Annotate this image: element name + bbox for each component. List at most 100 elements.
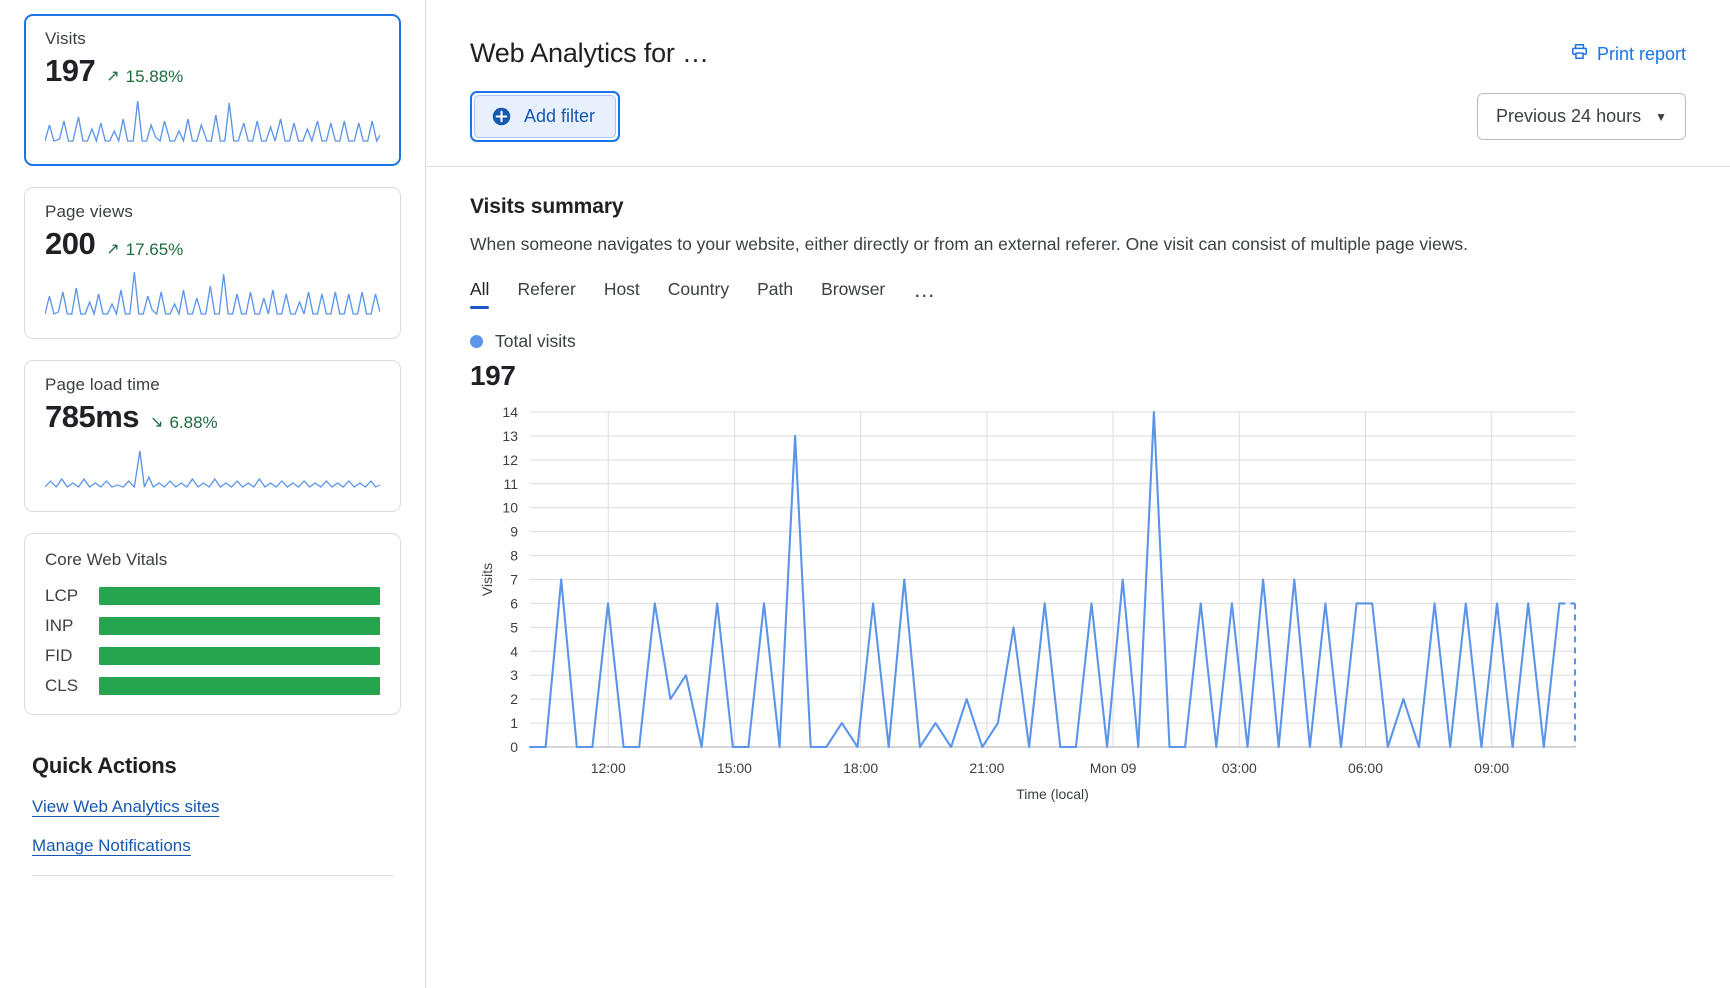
metric-delta-value: 15.88% — [125, 67, 184, 86]
metric-value: 200 — [45, 226, 96, 261]
svg-text:4: 4 — [510, 643, 518, 659]
tab-browser[interactable]: Browser — [821, 278, 886, 299]
visits-summary-description: When someone navigates to your website, … — [470, 234, 1468, 254]
chevron-down-icon: ▼ — [1655, 109, 1667, 124]
cwv-bar-inp — [99, 617, 380, 635]
svg-text:Time (local): Time (local) — [1016, 786, 1089, 802]
metric-value-row: 197 ↗ 15.88% — [45, 53, 380, 89]
core-web-vitals-title: Core Web Vitals — [45, 550, 168, 569]
trend-up-icon: ↗ — [106, 241, 120, 258]
svg-text:14: 14 — [502, 404, 518, 420]
trend-up-icon: ↗ — [106, 68, 120, 85]
tab-referer[interactable]: Referer — [517, 278, 576, 299]
cwv-bar-lcp — [99, 587, 380, 605]
main-body: Visits summary When someone navigates to… — [426, 167, 1730, 988]
cwv-bar-fid — [99, 647, 380, 665]
svg-text:8: 8 — [510, 547, 518, 563]
metric-delta: ↗ 15.88% — [106, 67, 183, 87]
sidebar: Visits 197 ↗ 15.88% Page views 200 ↗ — [0, 0, 425, 988]
svg-text:18:00: 18:00 — [843, 760, 878, 776]
svg-text:06:00: 06:00 — [1348, 760, 1383, 776]
svg-text:0: 0 — [510, 739, 518, 755]
metric-value: 197 — [45, 53, 96, 88]
main-header: Web Analytics for … Print report — [426, 0, 1730, 167]
svg-text:6: 6 — [510, 595, 518, 611]
cwv-label-cls: CLS — [45, 676, 79, 695]
core-web-vitals-row: CLS — [45, 676, 380, 696]
metric-delta-value: 17.65% — [125, 240, 184, 259]
svg-text:15:00: 15:00 — [717, 760, 752, 776]
quick-action-manage-notifications[interactable]: Manage Notifications — [32, 836, 191, 855]
sidebar-divider — [32, 875, 393, 876]
printer-icon — [1570, 42, 1589, 66]
cwv-label-lcp: LCP — [45, 586, 79, 605]
tab-country[interactable]: Country — [667, 278, 730, 299]
core-web-vitals-card: Core Web Vitals LCP INP FID CLS — [24, 533, 401, 715]
tabs-overflow-button[interactable]: … — [913, 276, 938, 302]
metric-value-row: 785ms ↘ 6.88% — [45, 399, 380, 435]
visits-line-chart[interactable]: 0 1 2 3 4 5 6 7 8 9 10 11 12 13 14 12:00 15:00 18:00 21:00… — [470, 402, 1686, 822]
main-panel: Web Analytics for … Print report — [425, 0, 1730, 988]
svg-text:10: 10 — [502, 499, 518, 515]
sparkline-visits — [45, 95, 380, 147]
header-bottom-row: Add filter Previous 24 hours ▼ — [470, 91, 1686, 166]
metric-card-page-views[interactable]: Page views 200 ↗ 17.65% — [24, 187, 401, 339]
time-range-label: Previous 24 hours — [1496, 106, 1642, 126]
legend-label-total-visits: Total visits — [495, 330, 576, 351]
core-web-vitals-row: FID — [45, 646, 380, 666]
metric-value-row: 200 ↗ 17.65% — [45, 226, 380, 262]
metric-card-visits[interactable]: Visits 197 ↗ 15.88% — [24, 14, 401, 166]
sparkline-page-load-time — [45, 441, 380, 493]
svg-text:03:00: 03:00 — [1222, 760, 1257, 776]
dimension-tabs: All Referer Host Country Path Browser … — [470, 277, 1686, 309]
add-filter-focus-ring: Add filter — [470, 91, 621, 142]
quick-actions-title: Quick Actions — [32, 753, 177, 778]
svg-text:11: 11 — [503, 475, 518, 491]
tab-path[interactable]: Path — [757, 278, 794, 299]
cwv-bar-track — [99, 647, 380, 665]
cwv-bar-track — [99, 587, 380, 605]
svg-text:Mon 09: Mon 09 — [1090, 760, 1137, 776]
metric-title: Visits — [45, 29, 86, 48]
page-title: Web Analytics for … — [470, 38, 709, 68]
svg-text:12:00: 12:00 — [591, 760, 626, 776]
cwv-label-fid: FID — [45, 646, 73, 665]
time-range-selector[interactable]: Previous 24 hours ▼ — [1477, 93, 1686, 140]
chart-legend: Total visits — [470, 331, 1686, 352]
print-report-label: Print report — [1596, 43, 1686, 64]
metric-delta: ↘ 6.88% — [150, 413, 218, 433]
add-filter-label: Add filter — [524, 106, 596, 126]
core-web-vitals-row: LCP — [45, 586, 380, 606]
tab-all[interactable]: All — [470, 279, 490, 309]
svg-text:12: 12 — [502, 451, 518, 467]
plus-circle-icon — [491, 106, 512, 127]
cwv-bar-track — [99, 617, 380, 635]
cwv-bar-track — [99, 677, 380, 695]
visits-summary-title: Visits summary — [470, 195, 624, 218]
metric-delta: ↗ 17.65% — [106, 240, 183, 260]
core-web-vitals-row: INP — [45, 616, 380, 636]
svg-text:09:00: 09:00 — [1474, 760, 1509, 776]
header-top-row: Web Analytics for … Print report — [470, 38, 1686, 69]
svg-text:7: 7 — [510, 571, 518, 587]
metric-value: 785ms — [45, 399, 140, 434]
svg-text:9: 9 — [510, 523, 518, 539]
cwv-label-inp: INP — [45, 616, 74, 635]
svg-text:Visits: Visits — [479, 563, 495, 596]
metric-delta-value: 6.88% — [169, 413, 218, 432]
trend-down-icon: ↘ — [150, 414, 164, 431]
tab-host[interactable]: Host — [603, 278, 640, 299]
svg-text:1: 1 — [510, 715, 518, 731]
print-report-button[interactable]: Print report — [1570, 42, 1686, 66]
svg-text:13: 13 — [502, 428, 518, 444]
svg-text:3: 3 — [510, 667, 518, 683]
svg-text:2: 2 — [510, 691, 518, 707]
quick-action-view-sites[interactable]: View Web Analytics sites — [32, 797, 220, 816]
metric-title: Page load time — [45, 375, 160, 394]
metric-card-page-load-time[interactable]: Page load time 785ms ↘ 6.88% — [24, 360, 401, 512]
add-filter-button[interactable]: Add filter — [474, 95, 617, 138]
cwv-bar-cls — [99, 677, 380, 695]
metric-title: Page views — [45, 202, 133, 221]
svg-text:21:00: 21:00 — [969, 760, 1004, 776]
